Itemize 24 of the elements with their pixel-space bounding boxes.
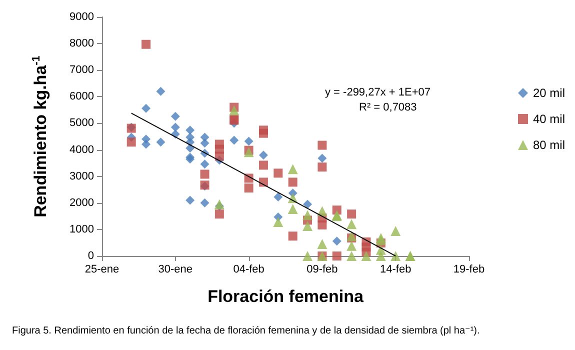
y-tick-label: 8000	[70, 38, 94, 50]
legend-label: 40 mil	[532, 112, 566, 126]
y-tick-label: 1000	[70, 223, 94, 236]
legend-label: 80 mil	[532, 138, 566, 152]
y-tick-label: 4000	[70, 144, 94, 156]
x-tick-label: 14-feb	[380, 264, 412, 276]
x-tick-label: 09-feb	[306, 264, 338, 276]
x-tick-label: 25-ene	[84, 264, 120, 276]
y-tick-label: 0	[88, 250, 94, 262]
y-tick-label: 3000	[70, 170, 94, 182]
y-tick-label: 5000	[70, 117, 94, 130]
y-tick-label: 2000	[70, 196, 94, 209]
x-tick-label: 04-feb	[233, 264, 264, 276]
x-tick-label: 30-ene	[158, 264, 193, 276]
annotation: R² = 0,7083	[359, 102, 417, 114]
text: Figura 5. Rendimiento en función de la fecha de floración femenina y de la densidad de siembra (pl ha⁻¹).	[12, 326, 480, 336]
y-tick-label: 9000	[70, 11, 94, 23]
y-axis-title: Rendimiento kg.ha-1	[30, 56, 50, 218]
x-tick-label: 19-feb	[453, 264, 485, 276]
y-tick-label: 7000	[70, 64, 94, 76]
legend-label: 20 mil	[532, 86, 566, 100]
annotation: y = -299,27x + 1E+07	[325, 86, 430, 98]
y-tick-label: 6000	[70, 90, 94, 103]
x-axis-title: Floración femenina	[208, 287, 364, 306]
